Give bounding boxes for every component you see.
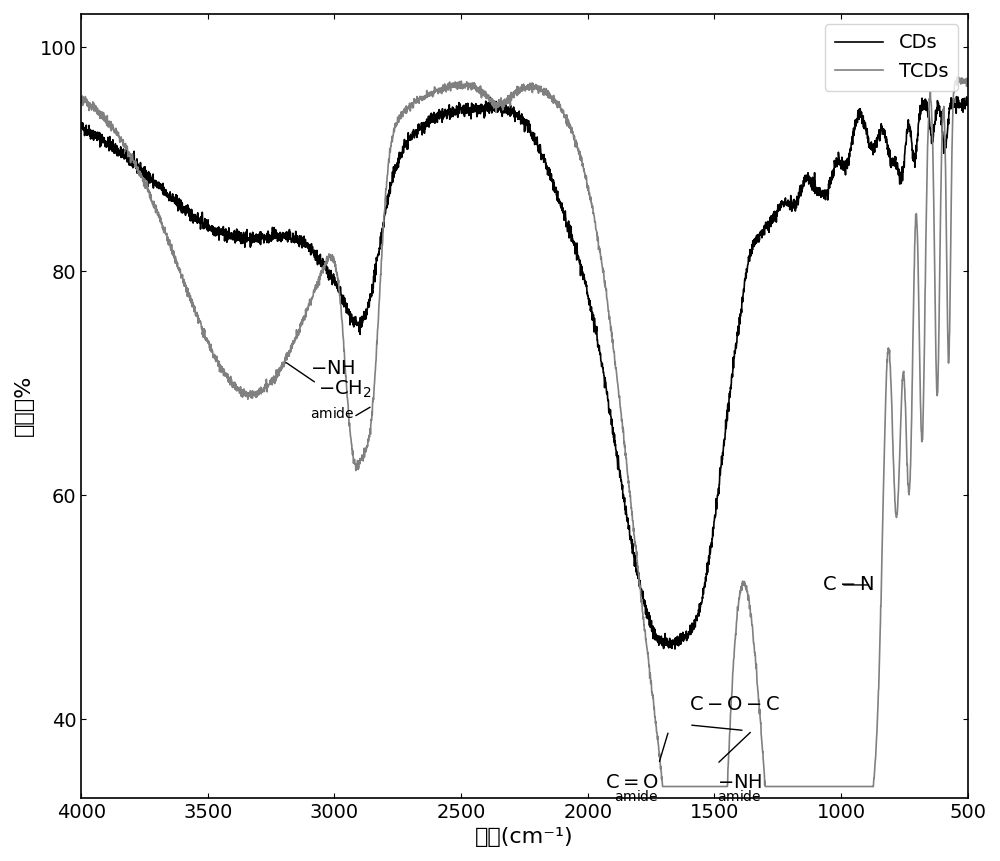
TCDs bbox=[893, 467, 905, 477]
X-axis label: 波数(cm⁻¹): 波数(cm⁻¹) bbox=[475, 827, 574, 847]
CDs bbox=[962, 100, 974, 110]
Text: $\mathregular{C-O-C}$: $\mathregular{C-O-C}$ bbox=[689, 695, 780, 714]
TCDs bbox=[601, 294, 613, 305]
Text: $\mathregular{amide}$: $\mathregular{amide}$ bbox=[310, 406, 355, 421]
TCDs bbox=[493, 97, 505, 108]
TCDs bbox=[75, 96, 87, 107]
Text: $\mathregular{amide}$: $\mathregular{amide}$ bbox=[614, 789, 659, 803]
Legend: CDs, TCDs: CDs, TCDs bbox=[825, 23, 958, 90]
Line: CDs: CDs bbox=[81, 96, 968, 649]
Text: $\mathregular{C-N}$: $\mathregular{C-N}$ bbox=[822, 575, 874, 594]
CDs bbox=[601, 387, 613, 398]
Text: $\mathregular{-CH_2}$: $\mathregular{-CH_2}$ bbox=[318, 379, 372, 400]
CDs bbox=[260, 231, 272, 241]
Text: $\mathregular{C=O}$: $\mathregular{C=O}$ bbox=[605, 773, 659, 792]
TCDs bbox=[962, 77, 974, 87]
TCDs bbox=[952, 71, 964, 82]
Text: $\mathregular{-NH}$: $\mathregular{-NH}$ bbox=[310, 359, 355, 378]
CDs bbox=[638, 598, 650, 609]
Y-axis label: 透射率%: 透射率% bbox=[14, 375, 34, 437]
TCDs bbox=[657, 781, 669, 791]
Text: $\mathregular{amide}$: $\mathregular{amide}$ bbox=[717, 789, 761, 803]
CDs bbox=[396, 152, 408, 163]
TCDs bbox=[638, 625, 650, 635]
Text: $\mathregular{-NH}$: $\mathregular{-NH}$ bbox=[717, 773, 762, 792]
CDs bbox=[493, 102, 505, 113]
CDs bbox=[669, 644, 681, 654]
CDs bbox=[75, 121, 87, 131]
CDs bbox=[950, 91, 962, 102]
Line: TCDs: TCDs bbox=[81, 77, 968, 786]
TCDs bbox=[260, 383, 272, 393]
CDs bbox=[893, 170, 905, 181]
TCDs bbox=[396, 108, 408, 119]
